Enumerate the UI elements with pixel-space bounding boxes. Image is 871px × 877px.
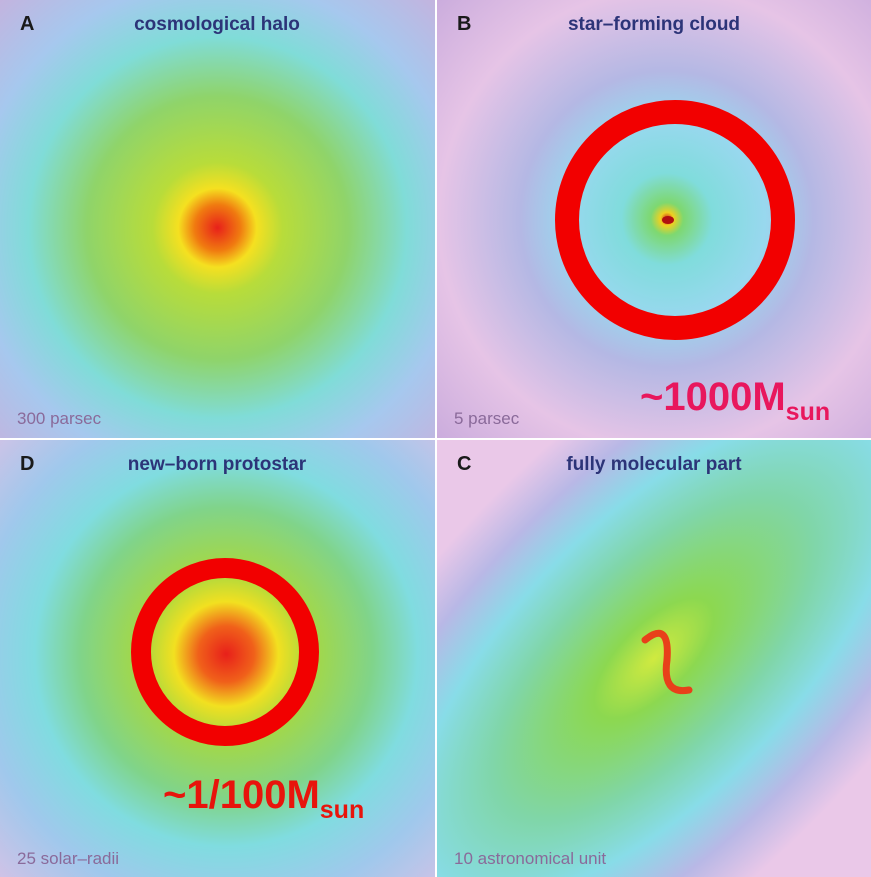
panel-title: new–born protostar — [128, 454, 307, 475]
panel-image — [437, 0, 871, 438]
panel-image — [437, 440, 871, 877]
cloud-core — [662, 216, 674, 224]
panel-letter: A — [20, 13, 34, 35]
annotation-text: ~1000M — [640, 375, 786, 419]
annotation-subscript: sun — [320, 796, 364, 824]
scale-label: 25 solar–radii — [17, 849, 119, 868]
panel-title: fully molecular part — [566, 454, 742, 475]
scale-label: 300 parsec — [17, 409, 102, 428]
panel-letter: D — [20, 453, 34, 475]
figure: Acosmological halo 300 parsec Bstar–formin… — [0, 0, 871, 877]
panel-letter: B — [457, 13, 471, 35]
annotation-subscript: sun — [786, 398, 830, 426]
scale-label: 5 parsec — [454, 409, 520, 428]
annotation-text: ~1/100M — [163, 773, 320, 817]
panel-title: star–forming cloud — [568, 14, 740, 35]
panel-image — [0, 0, 435, 438]
panel-letter: C — [457, 453, 471, 475]
scale-label: 10 astronomical unit — [454, 849, 606, 868]
panel-title: cosmological halo — [134, 14, 300, 35]
